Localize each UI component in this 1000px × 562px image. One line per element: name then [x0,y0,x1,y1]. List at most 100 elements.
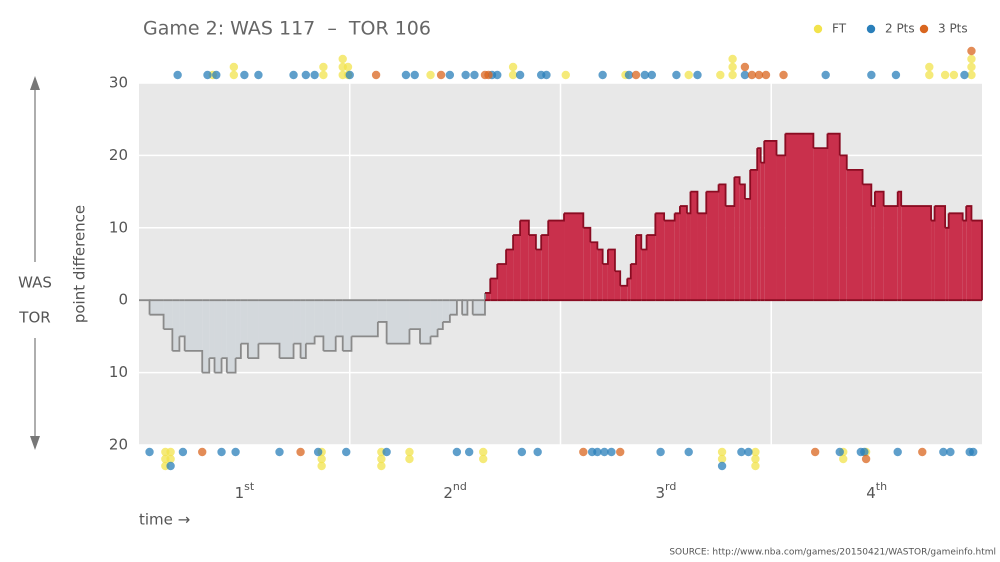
area-step [725,206,735,301]
step-line [564,212,585,302]
score-dot [240,70,249,80]
area-step [945,227,949,301]
score-dot [166,447,175,457]
score-dot [593,447,602,457]
area-step [226,300,236,373]
score-dot [751,454,760,464]
area-step [314,300,324,337]
score-dot [410,70,419,80]
area-step [179,300,185,337]
score-dot [860,447,869,457]
step-line [934,205,947,302]
score-dot [166,461,175,471]
step-line [686,191,692,302]
bottom-team-label: TOR [18,309,50,327]
score-dot [631,70,641,80]
area-step [862,184,872,301]
score-dot [317,461,326,471]
area-step [449,300,457,315]
area-step [846,169,863,301]
step-line [739,183,746,302]
legend-swatch [866,24,876,34]
area-step [221,300,227,359]
area-step [962,220,967,301]
score-dot [229,62,239,72]
area-step [734,177,740,301]
area-step [897,191,902,301]
score-dot [684,447,693,457]
arrow-head [30,436,40,450]
step-line [697,191,708,302]
step-line [725,177,736,302]
step-line [490,264,499,302]
score-dot [967,70,976,80]
area-step [520,220,529,301]
step-line [202,299,211,374]
score-dot [484,70,493,80]
score-dot [145,447,154,457]
area-step [202,300,210,373]
score-dot [479,447,488,457]
area-step [776,155,786,301]
score-dot [517,447,527,457]
step-line [636,234,643,302]
step-line [583,226,592,302]
step-line [945,213,950,302]
step-line [764,140,778,302]
score-dot [728,70,737,80]
legend-label: FT [832,22,847,36]
area-step [620,285,628,301]
step-line [409,299,421,344]
step-line [293,299,302,359]
area-step [883,206,898,301]
area-step [351,300,378,337]
area-step [462,300,468,315]
score-dot [969,447,978,457]
area-step [602,264,608,301]
area-step [377,300,387,322]
area-step [342,300,352,351]
y-tick-label: 10 [109,218,128,236]
step-line [247,299,260,360]
quarter-suffix: rd [665,480,676,493]
score-dot [867,70,876,80]
area-step [258,300,280,344]
step-line [462,299,469,316]
area-step [674,213,680,301]
step-line [785,132,815,302]
score-dot [461,70,470,80]
step-line [472,292,486,316]
area-step [655,213,665,301]
x-axis-label: time → [139,511,190,529]
step-line [846,168,864,302]
score-dot [377,461,386,471]
area-step [497,264,507,301]
score-dot [761,70,771,80]
step-line [627,264,632,302]
step-line [757,147,762,302]
step-line [548,213,565,302]
quarter-suffix: nd [453,480,467,493]
step-line [734,176,741,302]
step-line [862,183,873,302]
step-line [646,213,657,302]
area-step [513,235,521,301]
score-dot [960,70,969,80]
score-dot [624,70,634,80]
legend-swatch [919,24,929,34]
area-step [760,162,765,301]
step-line [641,235,648,302]
area-step [664,220,675,301]
area-step [209,300,215,359]
step-line [506,235,514,302]
area-step [240,300,248,344]
step-line [300,299,307,360]
step-line [437,299,444,331]
area-step [686,213,691,301]
score-dot [728,54,737,64]
step-line [966,205,973,302]
score-dot [946,447,955,457]
score-dot [747,70,757,80]
quarter-suffix: st [244,480,255,493]
score-dot [479,454,488,464]
